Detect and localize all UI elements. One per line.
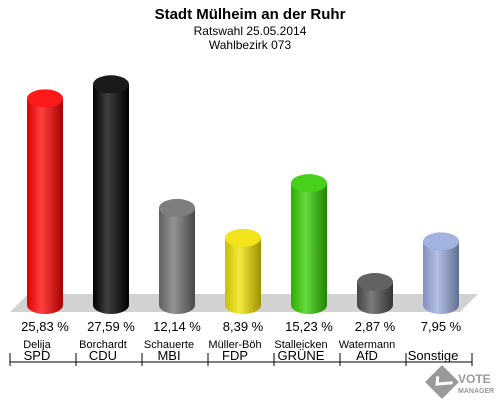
bar-spd [27, 98, 63, 314]
party-label-cdu: CDU [89, 348, 117, 363]
candidate-label-gr-ne: Stalleicken [274, 339, 327, 351]
bar-mbi [159, 207, 195, 314]
bar-cdu [93, 84, 129, 314]
value-label-gr-ne: 15,23 % [285, 319, 333, 334]
votemanager-logo: VOTE MANAGER [425, 365, 494, 399]
chart-subtitle: Ratswahl 25.05.2014 [194, 24, 307, 38]
bar-fdp [225, 237, 261, 314]
candidate-label-cdu: Borchardt [79, 339, 127, 351]
value-label-sonstige: 7,95 % [421, 319, 462, 334]
bar-top-sonstige [423, 232, 459, 251]
candidate-label-mbi: Schauerte [144, 339, 194, 351]
logo-text-manager: MANAGER [458, 388, 494, 395]
bar-top-afd [357, 273, 393, 292]
candidate-label-fdp: Müller-Böh [208, 339, 261, 351]
party-label-sonstige: Sonstige [408, 348, 459, 363]
party-label-mbi: MBI [157, 348, 180, 363]
party-label-afd: AfD [356, 348, 378, 363]
value-label-afd: 2,87 % [355, 319, 396, 334]
party-label-spd: SPD [24, 348, 51, 363]
party-label-gr-ne: GRÜNE [278, 348, 325, 363]
party-labels: SPD CDU MBI FDP GRÜNE AfD Sonstige [24, 348, 459, 363]
bar-top-mbi [159, 198, 195, 217]
party-label-fdp: FDP [222, 348, 248, 363]
value-label-fdp: 8,39 % [223, 319, 264, 334]
chart-subtitle-district: Wahlbezirk 073 [209, 38, 292, 52]
value-label-mbi: 12,14 % [153, 319, 201, 334]
logo-text-vote: VOTE [458, 372, 491, 386]
value-labels: 25,83 % 27,59 % 12,14 % 8,39 % 15,23 % 2,87 %… [21, 319, 462, 334]
value-label-cdu: 27,59 % [87, 319, 135, 334]
bars [27, 75, 459, 314]
bar-top-fdp [225, 228, 261, 247]
chart-title: Stadt Mülheim an der Ruhr [155, 6, 346, 23]
bar-sonstige [423, 241, 459, 314]
bar-top-gr-ne [291, 174, 327, 193]
bar-gr-ne [291, 183, 327, 314]
value-label-spd: 25,83 % [21, 319, 69, 334]
candidate-label-spd: Delija [23, 339, 51, 351]
bar-top-cdu [93, 75, 129, 94]
candidate-label-afd: Watermann [339, 339, 395, 351]
bar-top-spd [27, 89, 63, 108]
party-ticks [9, 353, 473, 366]
bar-afd [357, 282, 393, 314]
candidate-labels: Delija Borchardt Schauerte Müller-Böh Stalle… [23, 339, 395, 351]
